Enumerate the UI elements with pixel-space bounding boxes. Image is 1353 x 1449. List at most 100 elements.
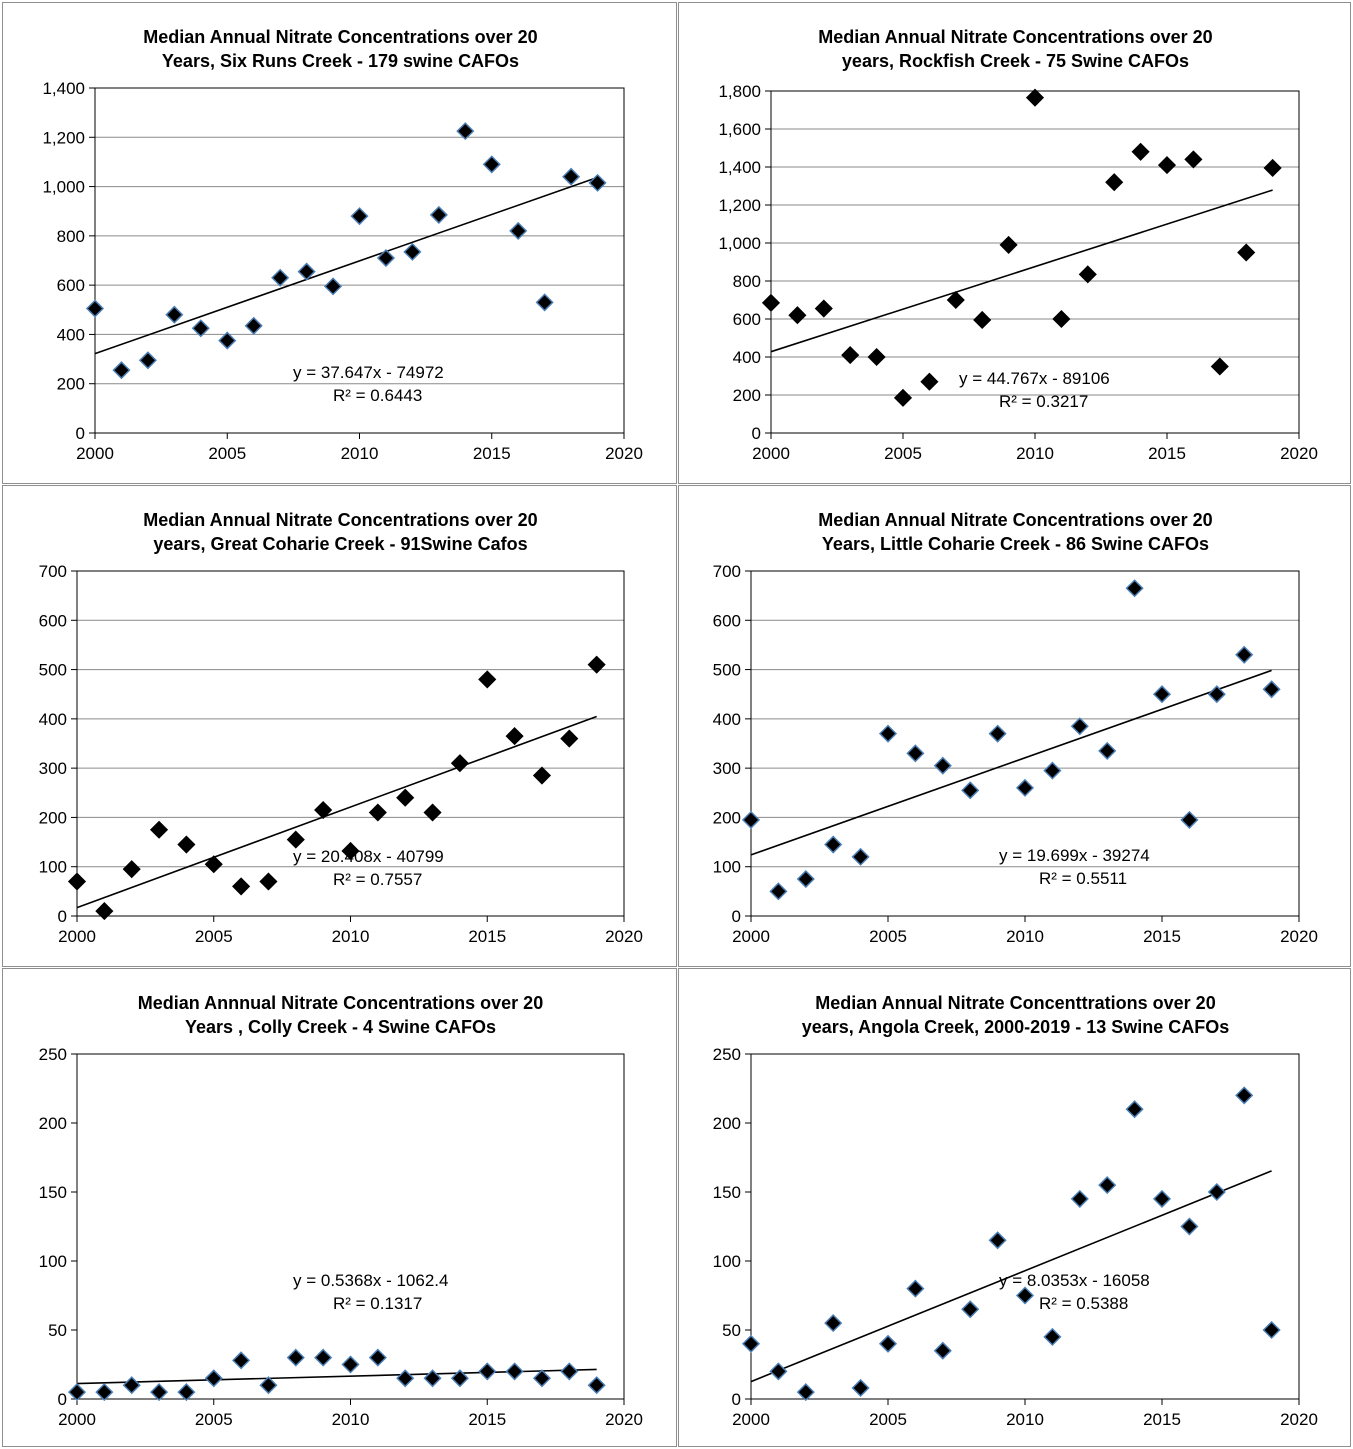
data-point	[532, 1369, 552, 1388]
y-tick-label: 100	[713, 1252, 741, 1271]
trendline-equation: y = 44.767x - 89106	[959, 369, 1110, 388]
x-tick-label: 2010	[341, 444, 379, 463]
data-point	[841, 346, 860, 365]
data-point	[67, 1383, 87, 1402]
y-tick-label: 1,200	[42, 128, 85, 147]
data-point	[429, 205, 448, 224]
y-tick-label: 1,800	[718, 82, 761, 101]
chart-panel-rockfish-creek: Median Annual Nitrate Concentrations ove…	[678, 2, 1351, 484]
data-point	[138, 351, 157, 370]
trendline-r2: R² = 0.5511	[1039, 869, 1127, 888]
y-tick-label: 300	[713, 759, 741, 778]
data-point	[532, 766, 552, 785]
data-point	[1078, 265, 1097, 284]
data-point	[761, 293, 781, 312]
x-tick-label: 2010	[1006, 1410, 1044, 1429]
data-point	[509, 221, 528, 240]
data-point	[1015, 778, 1035, 797]
y-tick-label: 0	[58, 907, 67, 926]
x-tick-label: 2005	[869, 1410, 907, 1429]
data-point	[423, 1369, 442, 1388]
data-point	[165, 305, 184, 324]
trendline-r2: R² = 0.3217	[999, 392, 1088, 411]
data-point	[368, 1348, 387, 1367]
data-point	[271, 268, 290, 287]
data-point	[368, 803, 387, 822]
y-tick-label: 500	[713, 661, 741, 680]
data-point	[396, 788, 415, 807]
data-point	[769, 1362, 788, 1381]
x-tick-label: 2020	[1280, 444, 1318, 463]
chart-title-line: Years , Colly Creek - 4 Swine CAFOs	[185, 1017, 496, 1037]
data-point	[403, 242, 422, 261]
data-point	[478, 670, 497, 689]
data-point	[741, 1334, 761, 1353]
data-point	[1207, 685, 1226, 704]
chart-panel-colly-creek: Median Annnual Nitrate Concentrations ov…	[2, 968, 677, 1447]
chart-title-line: Median Annual Nitrate Concenttrations ov…	[815, 993, 1215, 1013]
chart-panel-little-coharie-creek: Median Annual Nitrate Concentrations ove…	[678, 485, 1351, 967]
y-tick-label: 600	[713, 611, 741, 630]
data-point	[1152, 685, 1172, 704]
data-point	[177, 1383, 196, 1402]
data-point	[878, 724, 898, 743]
data-point	[112, 361, 131, 380]
y-tick-label: 700	[713, 562, 741, 581]
chart-panel-angola-creek: Median Annual Nitrate Concenttrations ov…	[678, 968, 1351, 1447]
data-point	[796, 1383, 815, 1402]
trendline-r2: R² = 0.6443	[333, 386, 422, 405]
x-tick-label: 2000	[58, 1410, 96, 1429]
chart-title-line: Median Annual Nitrate Concentrations ove…	[818, 27, 1212, 47]
chart-panel-great-coharie-creek: Median Annual Nitrate Concentrations ove…	[2, 485, 677, 967]
data-point	[191, 319, 210, 338]
data-point	[95, 902, 114, 921]
y-tick-label: 200	[39, 1114, 67, 1133]
data-point	[961, 1300, 980, 1319]
x-tick-label: 2000	[76, 444, 114, 463]
data-point	[851, 847, 870, 866]
data-point	[1125, 579, 1144, 598]
data-point	[122, 1376, 141, 1395]
y-tick-label: 1,000	[42, 178, 85, 197]
trendline-equation: y = 19.699x - 39274	[999, 846, 1150, 865]
x-tick-label: 2015	[1143, 927, 1181, 946]
chart-title-line: Median Annual Nitrate Concentrations ove…	[143, 510, 537, 530]
data-point	[999, 235, 1018, 254]
trendline-equation: y = 20.408x - 40799	[293, 847, 444, 866]
y-tick-label: 600	[733, 310, 761, 329]
data-point	[851, 1378, 870, 1398]
data-point	[450, 1369, 469, 1388]
y-tick-label: 1,400	[718, 158, 761, 177]
data-point	[920, 372, 939, 391]
x-tick-label: 2005	[869, 927, 907, 946]
y-tick-label: 200	[733, 386, 761, 405]
data-point	[973, 310, 992, 330]
y-tick-label: 0	[58, 1390, 67, 1409]
trendline-equation: y = 37.647x - 74972	[293, 363, 444, 382]
x-tick-label: 2005	[195, 927, 233, 946]
chart-panel-six-runs-creek: Median Annual Nitrate Concentrations ove…	[2, 2, 677, 484]
data-point	[587, 655, 606, 674]
data-point	[824, 835, 843, 854]
data-point	[769, 882, 788, 901]
chart-title-line: Years, Little Coharie Creek - 86 Swine C…	[822, 534, 1209, 554]
y-tick-label: 1,200	[718, 196, 761, 215]
data-point	[177, 835, 196, 854]
plot-area-frame	[94, 87, 625, 434]
x-tick-label: 2020	[1280, 927, 1318, 946]
y-tick-label: 250	[713, 1045, 741, 1064]
data-point	[1235, 645, 1254, 664]
data-point	[1184, 150, 1203, 169]
data-point	[450, 754, 469, 773]
y-tick-label: 300	[39, 759, 67, 778]
x-tick-label: 2010	[1016, 444, 1054, 463]
x-tick-label: 2005	[884, 444, 922, 463]
trendline-r2: R² = 0.7557	[333, 870, 422, 889]
data-point	[788, 306, 807, 325]
data-point	[535, 293, 554, 312]
y-tick-label: 150	[39, 1183, 67, 1202]
data-point	[1105, 173, 1124, 192]
chart-title-line: years, Rockfish Creek - 75 Swine CAFOs	[842, 51, 1189, 71]
y-tick-label: 400	[57, 325, 85, 344]
data-point	[1125, 1100, 1144, 1119]
